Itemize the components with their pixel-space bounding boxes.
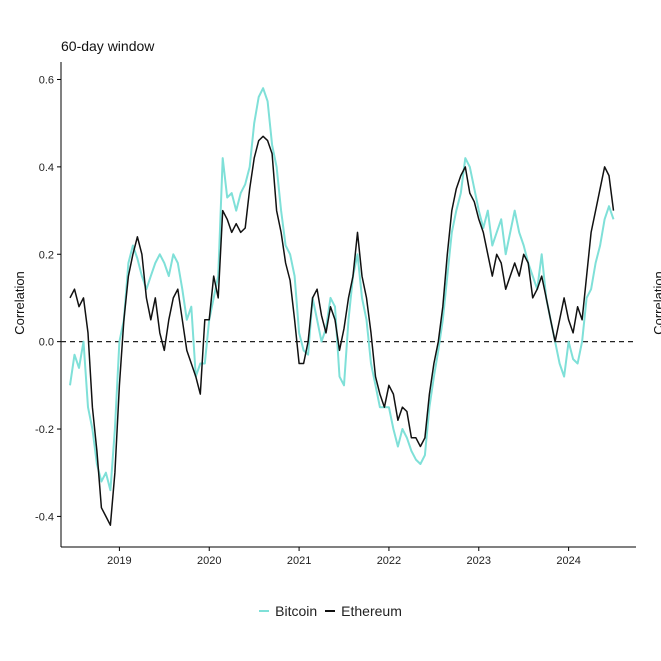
y-tick-label: 0.6: [39, 74, 54, 86]
y-tick-label: 0.4: [39, 162, 54, 174]
x-tick-label: 2020: [197, 555, 221, 567]
plot-area: -0.4 -0.2 0.0 0.2 0.4 0.6 2019 2020 2021 2022 2023…: [35, 62, 636, 567]
x-tick-label: 2024: [556, 555, 580, 567]
x-tick-label: 2021: [287, 555, 311, 567]
legend-key-bitcoin: [259, 610, 270, 612]
legend-label-ethereum: Ethereum: [341, 603, 402, 619]
legend-key-ethereum: [325, 610, 336, 612]
series-line-bitcoin: [69, 87, 615, 492]
x-tick-label: 2022: [377, 555, 401, 567]
x-tick-label: 2023: [467, 555, 491, 567]
y-axis-title: Correlation: [12, 271, 27, 335]
clipped-y-axis-title: Correlation: [651, 271, 661, 335]
y-tick-label: -0.2: [35, 424, 54, 436]
y-tick-label: 0.2: [39, 249, 54, 261]
series-line-ethereum: [69, 135, 615, 526]
legend-label-bitcoin: Bitcoin: [275, 603, 318, 619]
y-tick-label: 0.0: [39, 337, 54, 349]
legend-item-bitcoin: Bitcoin: [259, 603, 317, 619]
legend: Bitcoin Ethereum: [0, 603, 661, 619]
y-tick-label: -0.4: [35, 511, 54, 523]
chart-title: 60-day window: [61, 38, 155, 54]
legend-item-ethereum: Ethereum: [325, 603, 402, 619]
x-tick-label: 2019: [107, 555, 131, 567]
